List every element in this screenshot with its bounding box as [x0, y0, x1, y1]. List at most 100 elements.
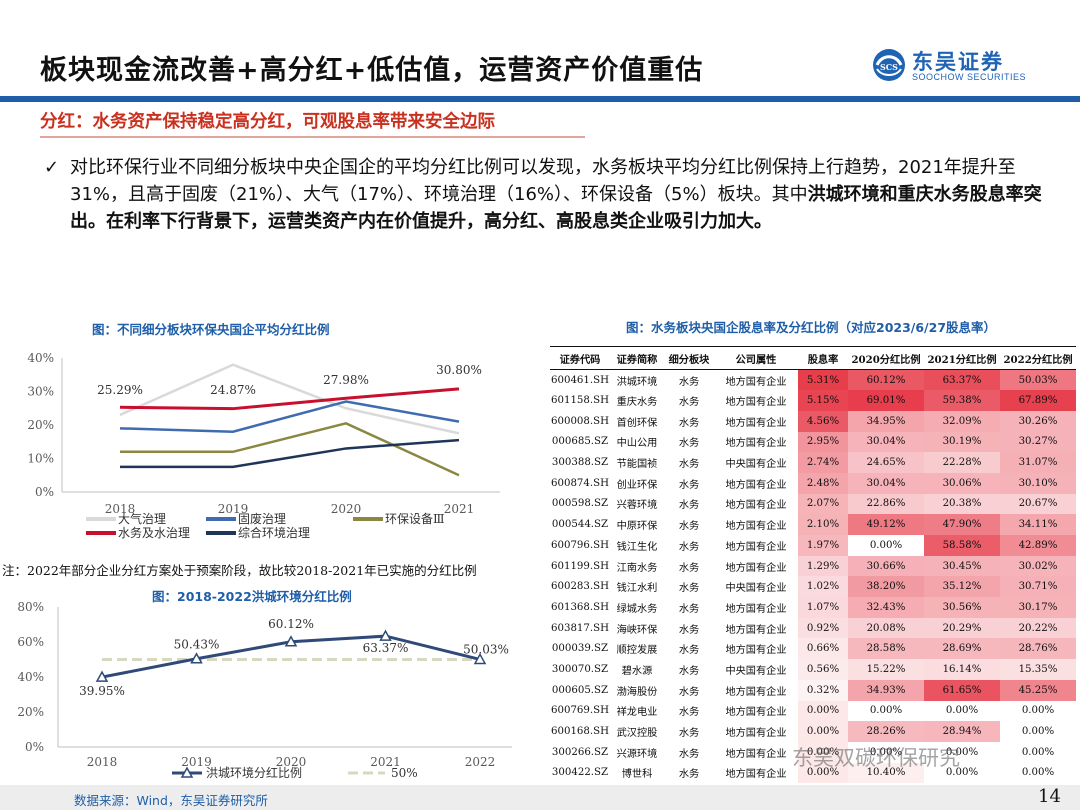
table-cell: 地方国有企业	[725, 769, 787, 781]
table-cell: 0.00%	[1000, 762, 1076, 784]
table-cell: 博世科	[621, 769, 653, 781]
table-cell: 34.11%	[1000, 514, 1076, 535]
chart2-y-tick-label: 20%	[17, 705, 44, 719]
table-cell: 地方国有企业	[725, 707, 787, 719]
table-cell: 2.07%	[798, 493, 848, 515]
chart2-data-label: 60.12%	[268, 617, 314, 631]
table-cell: 水务	[678, 769, 700, 781]
chart1-x-tick-label: 2021	[444, 502, 475, 516]
table-row: 000598.SZ 兴蓉环境 水务 地方国有企业 2.07% 22.86% 20.38% 20…	[550, 493, 1076, 515]
table-cell: 30.17%	[1000, 597, 1076, 618]
chart1-x-tick-label: 2019	[218, 502, 249, 516]
table-cell: 32.43%	[848, 597, 924, 618]
table-cell: 水务	[678, 521, 700, 533]
chart1-y-tick-label: 30%	[27, 385, 54, 399]
chart1-y-tick-label: 0%	[35, 485, 54, 499]
table-cell: 0.00%	[924, 762, 1000, 784]
chart1-data-label: 25.29%	[97, 383, 143, 397]
subtitle-underline	[40, 136, 585, 138]
table-cell: 地方国有企业	[725, 521, 787, 533]
table-row: 600769.SH 祥龙电业 水务 地方国有企业 0.00% 0.00% 0.00% 0.00…	[550, 700, 1076, 722]
table-cell: 4.56%	[798, 410, 848, 432]
table-cell: 地方国有企业	[725, 645, 787, 657]
table-cell: 地方国有企业	[725, 748, 787, 760]
chart1-legend-label: 固废治理	[238, 511, 286, 526]
table-cell: 28.58%	[848, 638, 924, 660]
table-cell: 1.07%	[798, 597, 848, 618]
table-cell: 20.08%	[848, 617, 924, 639]
chart1-legend-label: 综合环境治理	[238, 525, 310, 540]
table-cell: 22.28%	[924, 452, 1000, 473]
table-cell: 水务	[678, 397, 700, 409]
table-cell: 49.12%	[848, 514, 924, 535]
table-cell: 洪城环境	[616, 376, 658, 388]
chart2-title: 图：2018-2022洪城环境分红比例	[152, 589, 352, 604]
table-cell: 000598.SZ	[551, 498, 609, 510]
table-cell: 30.45%	[924, 555, 1000, 577]
summary-bold-text: 洪城环境和重庆水务股息率突出。在利率下行背景下，运营类资产内在价值提升，高分红、…	[70, 184, 1042, 232]
table-cell: 0.00%	[924, 741, 1000, 763]
table-cell: 28.94%	[924, 721, 1000, 742]
table-cell: 0.00%	[1000, 741, 1076, 763]
table-cell: 水务	[678, 479, 700, 491]
chart2-x-tick-label: 2020	[276, 755, 307, 769]
table-cell: 顺控发展	[616, 645, 658, 657]
table-cell: 67.89%	[1000, 390, 1076, 411]
table-cell: 中原环保	[616, 521, 658, 533]
table-cell: 地方国有企业	[725, 603, 787, 615]
logo-mark-text: SCS	[880, 62, 898, 72]
table-cell: 603817.SH	[551, 622, 609, 634]
table-cell: 碧水源	[621, 665, 653, 677]
chart1-legend-label: 环保设备Ⅲ	[385, 512, 445, 526]
chart1-legend-label: 大气治理	[118, 511, 166, 526]
watermark-text: 东吴双碳环保研究	[792, 746, 960, 770]
table-cell: 20.38%	[924, 493, 1000, 515]
table-cell: 28.26%	[848, 721, 924, 742]
table-cell: 15.35%	[1000, 659, 1076, 680]
table-cell: 32.09%	[924, 410, 1000, 432]
logo-en-text: SOOCHOW SECURITIES	[912, 72, 1027, 82]
table-cell: 水务	[678, 645, 700, 657]
table-cell: 34.95%	[848, 410, 924, 432]
chart2-hongcheng-dividend-line-chart: 0% 20% 40% 60% 80% 2018 2019 2020 2021 2022 39.95%…	[17, 600, 512, 780]
table-cell: 水务	[678, 707, 700, 719]
table-cell: 600461.SH	[551, 374, 609, 386]
table-row: 600008.SH 首创环保 水务 地方国有企业 4.56% 34.95% 32.09% 30…	[550, 410, 1076, 432]
chart1-data-label: 30.80%	[436, 363, 482, 377]
table-cell: 0.00%	[848, 535, 924, 556]
table-cell: 地方国有企业	[725, 562, 787, 574]
table-cell: 水务	[678, 748, 700, 760]
table-cell: 30.02%	[1000, 555, 1076, 577]
table-cell: 水务	[678, 686, 700, 698]
chart1-title: 图：不同细分板块环保央国企平均分红比例	[92, 322, 330, 337]
table-row: 600168.SH 武汉控股 水务 地方国有企业 0.00% 28.26% 28.94% 0.…	[550, 721, 1076, 742]
chart2-point-marker	[95, 670, 109, 682]
table-cell: 地方国有企业	[725, 686, 787, 698]
table-cell: 30.66%	[848, 555, 924, 577]
table-row: 300388.SZ 节能国祯 水务 中央国有企业 2.74% 24.65% 22.28% 31…	[550, 452, 1076, 473]
chart1-series-line-5	[120, 438, 460, 469]
table-cell: 节能国祯	[616, 459, 658, 471]
chart2-legend-marker	[180, 766, 194, 778]
table-cell: 地方国有企业	[725, 624, 787, 636]
table-cell: 63.37%	[924, 369, 1000, 391]
summary-paragraph: 对比环保行业不同细分板块中央企国企的平均分红比例可以发现，水务板块平均分红比例保…	[70, 154, 1045, 235]
table-cell: 重庆水务	[616, 397, 658, 409]
table-cell: 42.89%	[1000, 535, 1076, 556]
table-cell: 水务	[678, 603, 700, 615]
chart2-x-tick-label: 2018	[87, 755, 118, 769]
table-cell: 钱江生化	[616, 541, 658, 553]
table-cell: 34.93%	[848, 679, 924, 701]
table-row: 600874.SH 创业环保 水务 地方国有企业 2.48% 30.04% 30.06% 30…	[550, 472, 1076, 494]
table-cell: 水务	[678, 500, 700, 512]
chart2-x-tick-label: 2022	[465, 755, 496, 769]
table-cell: 47.90%	[924, 514, 1000, 535]
table-cell: 600283.SH	[551, 581, 609, 593]
table-cell: 0.00%	[798, 741, 848, 763]
chart1-sector-dividend-line-chart: 0% 10% 20% 30% 40% 2018 2019 2020 2021 25.29% 24.8…	[27, 351, 500, 540]
table-row: 601368.SH 绿城水务 水务 地方国有企业 1.07% 32.43% 30.56% 30…	[550, 597, 1076, 618]
table-cell: 2.74%	[798, 452, 848, 473]
table-cell: 地方国有企业	[725, 417, 787, 429]
chart1-x-tick-label: 2018	[105, 502, 136, 516]
table-cell: 1.97%	[798, 535, 848, 556]
